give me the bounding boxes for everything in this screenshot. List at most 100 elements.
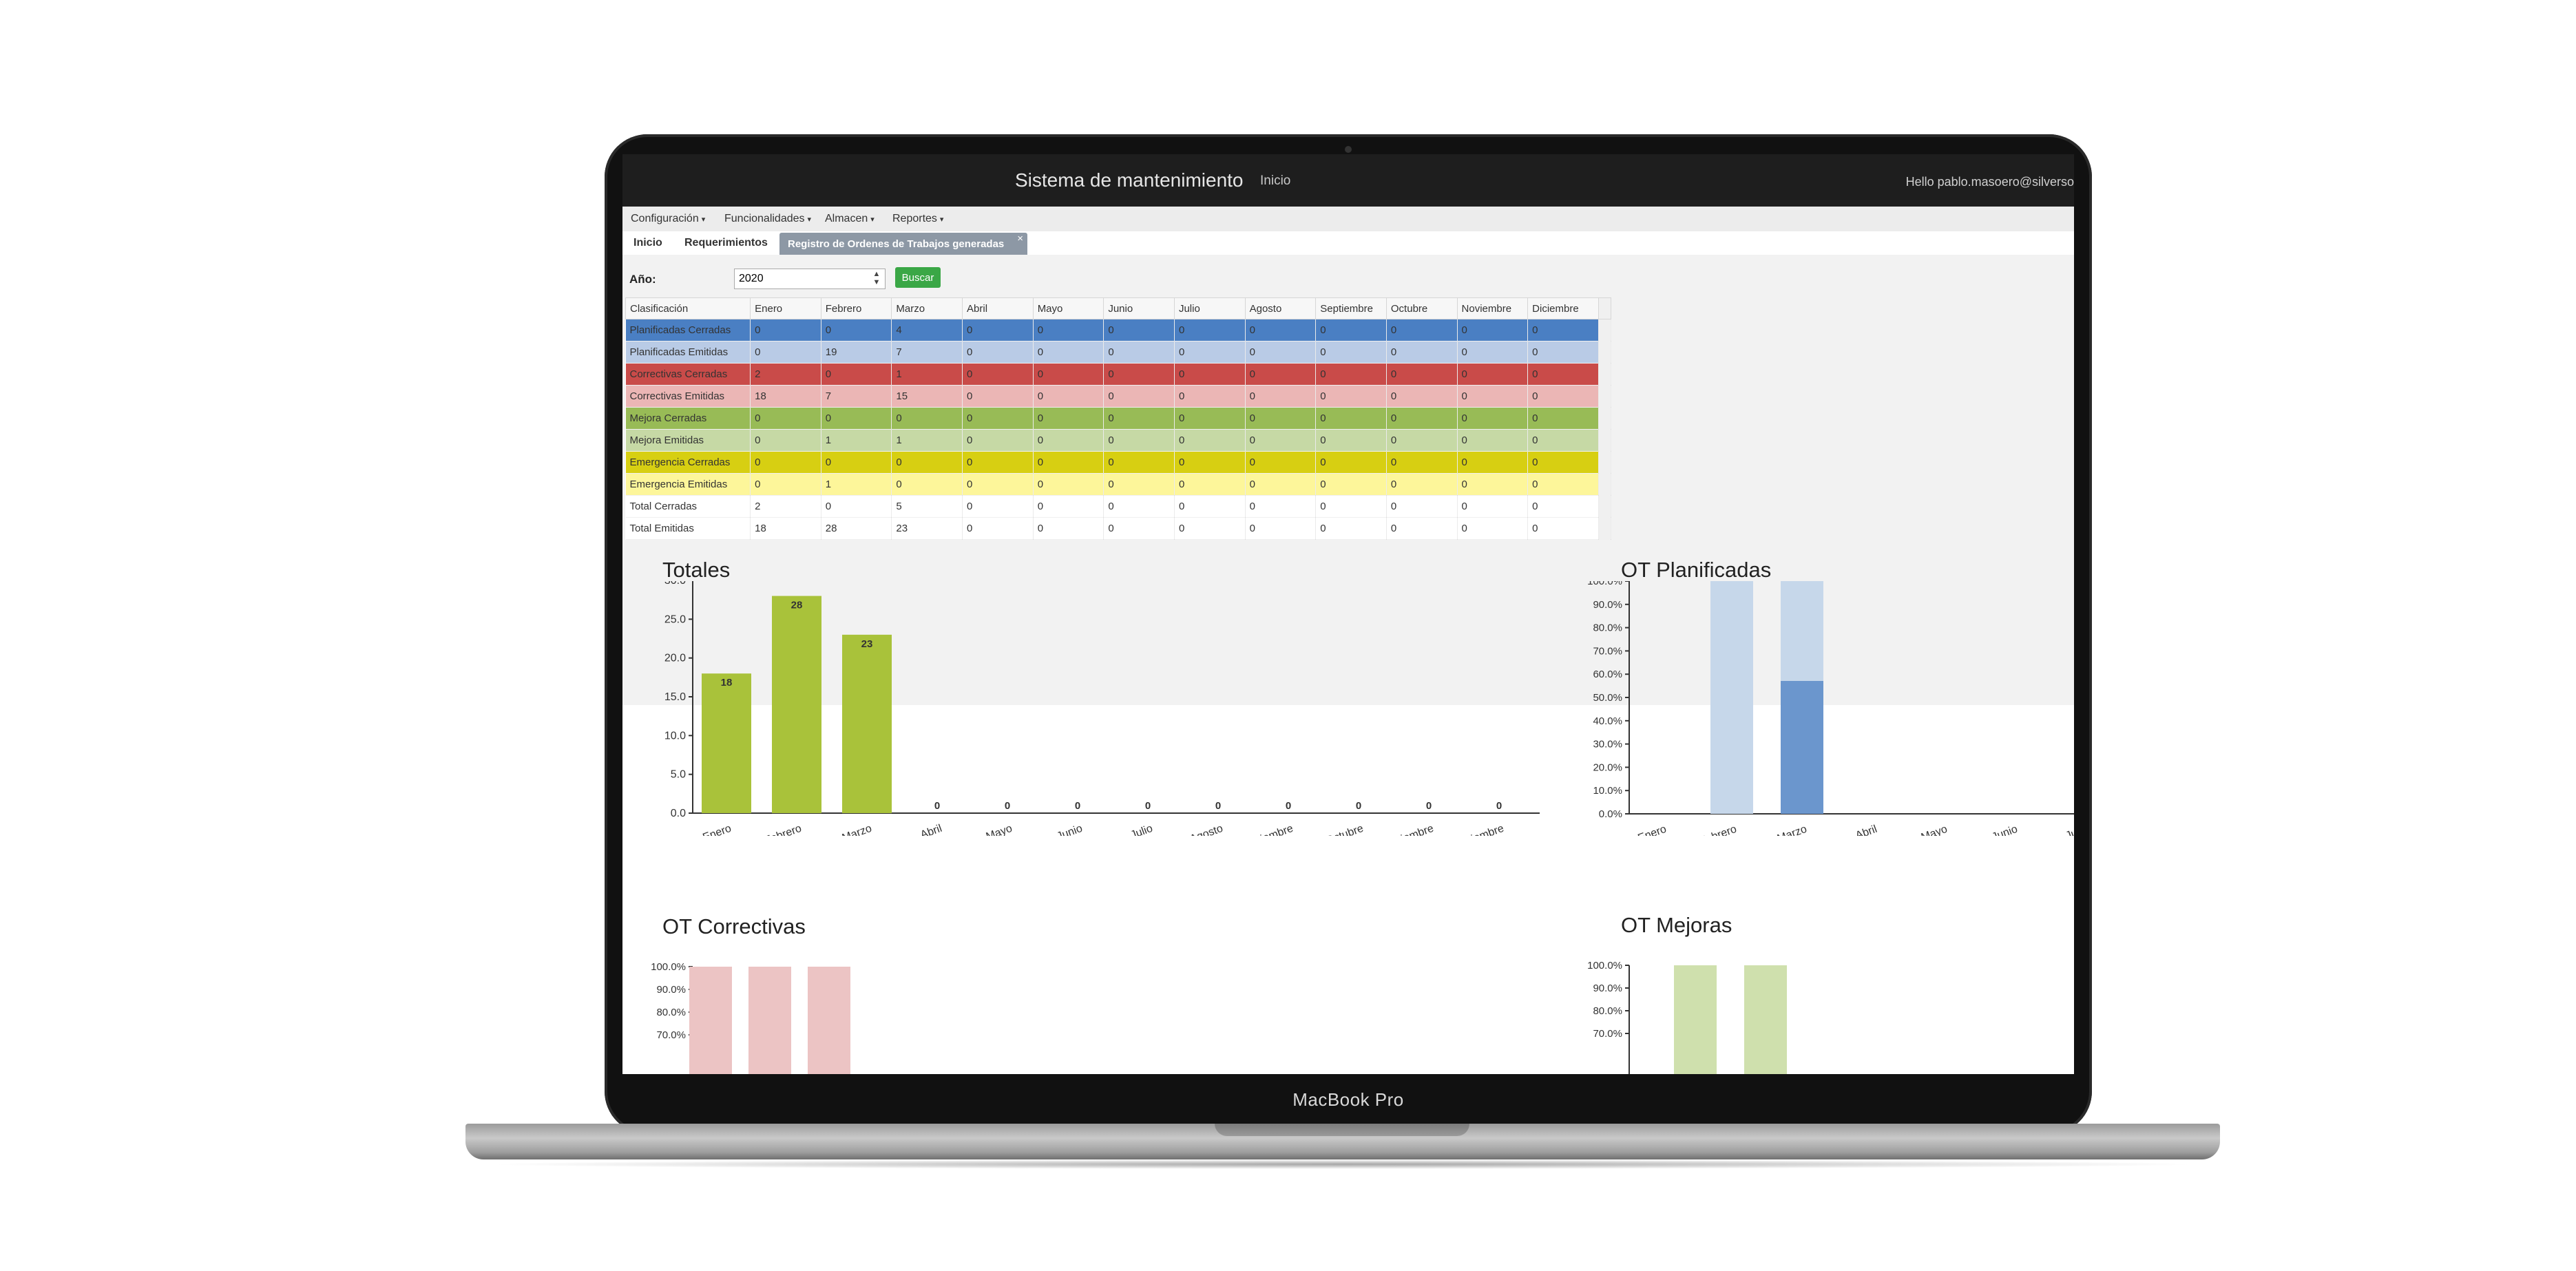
row-spacer	[1598, 473, 1612, 496]
x-tick-label: Junio	[1056, 823, 1085, 836]
table-cell: 1	[891, 429, 963, 452]
table-row[interactable]: Total Emitidas 18 28 23 0 0 0 0 0 0 0 0 0	[625, 517, 1612, 540]
table-cell: 2	[750, 363, 821, 386]
y-tick-label: 90.0%	[656, 984, 686, 996]
x-tick-label: Junio	[1991, 823, 2020, 836]
search-button[interactable]: Buscar	[895, 267, 941, 288]
chart-mejoras: 70.0% 80.0% 90.0% 100.0%	[1587, 960, 1787, 1074]
y-tick-label: 15.0	[664, 691, 686, 703]
table-cell: 0	[1245, 407, 1317, 430]
column-header[interactable]: Enero	[750, 297, 821, 319]
table-cell: 0	[1386, 385, 1458, 408]
table-cell: 0	[750, 451, 821, 474]
table-cell: 0	[1527, 341, 1599, 364]
column-header[interactable]: Julio	[1173, 297, 1246, 319]
bar	[689, 967, 732, 1074]
table-cell: 0	[1527, 517, 1599, 540]
x-tick-label: Abril	[1854, 823, 1878, 836]
row-label: Correctivas Emitidas	[625, 385, 751, 408]
table-cell: 0	[1103, 429, 1175, 452]
table-cell: 0	[1103, 451, 1175, 474]
column-header[interactable]: Septiembre	[1315, 297, 1387, 319]
year-spinner[interactable]: ▲ ▼	[869, 270, 884, 288]
table-row[interactable]: Mejora Emitidas 0 1 1 0 0 0 0 0 0 0 0 0	[625, 429, 1612, 452]
table-cell: 0	[962, 341, 1034, 364]
y-tick-label: 25.0	[664, 613, 686, 625]
column-header[interactable]: Marzo	[891, 297, 963, 319]
table-cell: 0	[1033, 429, 1104, 452]
table-cell: 0	[1103, 473, 1175, 496]
table-cell: 0	[1174, 407, 1246, 430]
user-greeting[interactable]: Hello pablo.masoero@silverso	[1905, 175, 2074, 189]
menu-funcionalidades[interactable]: Funcionalidades ▾	[724, 213, 811, 225]
table-cell: 0	[1245, 385, 1317, 408]
table-cell: 0	[1457, 473, 1529, 496]
table-row[interactable]: Correctivas Emitidas 18 7 15 0 0 0 0 0 0 0 0 0	[625, 385, 1612, 408]
menu-label: Almacen	[825, 213, 868, 224]
y-tick-label: 20.0	[664, 653, 686, 664]
table-row[interactable]: Correctivas Cerradas 2 0 1 0 0 0 0 0 0 0 0 0	[625, 363, 1612, 386]
table-cell: 0	[962, 429, 1034, 452]
nav-link-inicio[interactable]: Inicio	[1260, 174, 1291, 188]
table-cell: 18	[750, 385, 821, 408]
column-header[interactable]: Abril	[962, 297, 1034, 319]
bar-value-label: 0	[1496, 800, 1502, 812]
column-header[interactable]: Octubre	[1385, 297, 1458, 319]
x-tick-label: Febrero	[1698, 823, 1739, 836]
menu-configuracion[interactable]: Configuración ▾	[631, 213, 705, 225]
table-cell: 0	[1457, 319, 1529, 342]
column-header[interactable]: Noviembre	[1456, 297, 1529, 319]
x-tick-label: Mayo	[1920, 823, 1949, 836]
chart-title-correctivas: OT Correctivas	[662, 914, 806, 938]
table-cell: 0	[1386, 429, 1458, 452]
column-header[interactable]: Junio	[1103, 297, 1175, 319]
table-cell: 1	[821, 473, 892, 496]
tab-requerimientos[interactable]: Requerimientos	[684, 237, 768, 249]
row-spacer	[1598, 319, 1612, 342]
column-header[interactable]: Agosto	[1244, 297, 1317, 319]
table-cell: 0	[1033, 363, 1104, 386]
table-row[interactable]: Planificadas Emitidas 0 19 7 0 0 0 0 0 0 0 0 0	[625, 341, 1612, 364]
column-header[interactable]: Febrero	[820, 297, 892, 319]
column-header[interactable]: Clasificación	[625, 297, 751, 319]
table-row[interactable]: Planificadas Cerradas 0 0 4 0 0 0 0 0 0 0 0 0	[625, 319, 1612, 342]
table-cell: 0	[1527, 319, 1599, 342]
row-spacer	[1598, 517, 1612, 540]
bar	[772, 596, 821, 813]
y-tick-label: 10.0	[664, 730, 686, 742]
spin-up-icon[interactable]: ▲	[872, 270, 881, 278]
column-header[interactable]: Mayo	[1032, 297, 1104, 319]
menu-reportes[interactable]: Reportes ▾	[892, 213, 943, 225]
tab-inicio[interactable]: Inicio	[633, 237, 662, 249]
bar	[842, 634, 892, 813]
table-cell: 0	[1033, 319, 1104, 342]
x-tick-label: Marzo	[841, 823, 874, 836]
year-input[interactable]	[734, 269, 886, 289]
y-tick-label: 90.0%	[1593, 599, 1622, 611]
table-cell: 0	[1527, 429, 1599, 452]
table-row[interactable]: Emergencia Emitidas 0 1 0 0 0 0 0 0 0 0 0 0	[625, 473, 1612, 496]
menu-almacen[interactable]: Almacen ▾	[825, 213, 875, 225]
table-cell: 0	[1457, 341, 1529, 364]
table-cell: 0	[1315, 495, 1387, 518]
table-row[interactable]: Emergencia Cerradas 0 0 0 0 0 0 0 0 0 0 0 0	[625, 451, 1612, 474]
spin-down-icon[interactable]: ▼	[872, 278, 881, 286]
row-label: Emergencia Emitidas	[625, 473, 751, 496]
table-cell: 18	[750, 517, 821, 540]
bar-segment	[1781, 681, 1823, 814]
column-header[interactable]: Diciembre	[1527, 297, 1599, 319]
menu-bar: Configuración ▾ Funcionalidades ▾ Almacen ▾…	[622, 207, 2074, 232]
bar-value-label: 18	[721, 677, 733, 689]
table-cell: 0	[1245, 363, 1317, 386]
y-tick-label: 30.0	[664, 581, 686, 587]
table-row[interactable]: Mejora Cerradas 0 0 0 0 0 0 0 0 0 0 0 0	[625, 407, 1612, 430]
caret-down-icon: ▾	[807, 216, 812, 224]
close-icon[interactable]: ×	[1017, 233, 1023, 244]
table-cell: 0	[821, 495, 892, 518]
table-cell: 0	[1315, 407, 1387, 430]
y-tick-label: 80.0%	[1593, 622, 1622, 634]
row-label: Correctivas Cerradas	[625, 363, 751, 386]
tab-registro-ordenes[interactable]: Registro de Ordenes de Trabajos generada…	[779, 233, 1027, 255]
table-row[interactable]: Total Cerradas 2 0 5 0 0 0 0 0 0 0 0 0	[625, 495, 1612, 518]
ot-table: Clasificación Enero Febrero Marzo Abril Mayo J…	[625, 297, 1612, 540]
